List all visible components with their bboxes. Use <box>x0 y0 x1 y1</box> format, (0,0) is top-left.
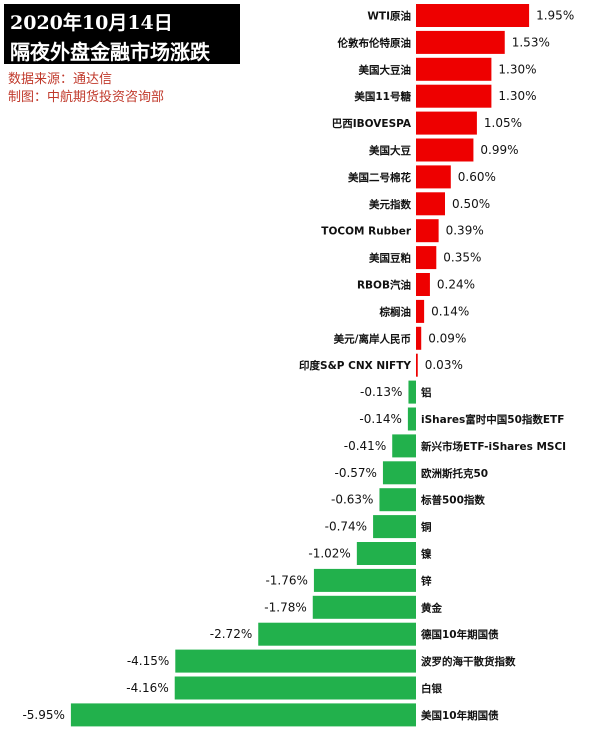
value-label-17: -0.57% <box>334 466 376 480</box>
category-label-21: 锌 <box>421 574 432 587</box>
value-label-7: 0.50% <box>452 197 490 211</box>
chart-maker: 制图：中航期货投资咨询部 <box>8 90 165 105</box>
category-label-7: 美元指数 <box>369 198 411 211</box>
category-label-4: 巴西IBOVESPA <box>332 118 412 130</box>
category-label-8: TOCOM Rubber <box>321 226 412 238</box>
bar-5 <box>416 138 474 162</box>
value-label-13: 0.03% <box>425 358 463 372</box>
bar-24 <box>175 649 416 673</box>
bar-23 <box>258 622 416 646</box>
category-label-25: 白银 <box>421 682 442 695</box>
category-label-2: 美国大豆油 <box>359 63 412 76</box>
value-label-0: 1.95% <box>536 9 574 23</box>
category-label-20: 镍 <box>421 548 432 561</box>
bar-6 <box>416 165 451 189</box>
category-label-18: 标普500指数 <box>420 494 485 507</box>
bar-22 <box>312 595 416 619</box>
bar-26 <box>70 703 417 727</box>
chart-date: 2020年10月14日 <box>10 12 173 34</box>
category-label-11: 棕榈油 <box>379 305 412 318</box>
category-label-12: 美元/离岸人民币 <box>334 332 411 345</box>
category-label-6: 美国二号棉花 <box>348 171 411 184</box>
category-label-17: 欧洲斯托克50 <box>421 467 488 480</box>
value-label-20: -1.02% <box>308 547 350 561</box>
bar-17 <box>382 461 416 485</box>
value-label-25: -4.16% <box>126 681 168 695</box>
bar-11 <box>416 299 425 323</box>
title-box: 2020年10月14日 隔夜外盘金融市场涨跌 <box>4 4 240 64</box>
category-label-5: 美国大豆 <box>369 144 411 157</box>
value-label-3: 1.30% <box>498 89 536 103</box>
bar-1 <box>416 30 505 54</box>
value-label-12: 0.09% <box>428 331 466 345</box>
value-label-24: -4.15% <box>127 654 169 668</box>
value-label-1: 1.53% <box>512 35 550 49</box>
bar-15 <box>407 407 416 431</box>
value-label-2: 1.30% <box>498 62 536 76</box>
value-label-6: 0.60% <box>458 170 496 184</box>
value-label-11: 0.14% <box>431 304 469 318</box>
bar-20 <box>356 542 416 565</box>
category-label-24: 波罗的海干散货指数 <box>421 655 516 668</box>
chart-title: 隔夜外盘金融市场涨跌 <box>10 40 210 64</box>
bar-12 <box>416 326 422 350</box>
bar-25 <box>174 676 416 700</box>
bar-21 <box>313 568 416 592</box>
category-label-16: 新兴市场ETF-iShares MSCI <box>421 440 566 453</box>
data-source: 数据来源：通达信 <box>8 72 113 87</box>
category-label-9: 美国豆粕 <box>369 252 411 265</box>
category-label-0: WTI原油 <box>367 10 411 23</box>
value-label-10: 0.24% <box>437 278 475 292</box>
value-label-23: -2.72% <box>210 627 252 641</box>
value-label-26: -5.95% <box>22 708 64 722</box>
value-label-14: -0.13% <box>360 385 402 399</box>
bar-7 <box>416 192 445 216</box>
bar-0 <box>416 4 530 27</box>
category-label-22: 黄金 <box>421 601 442 614</box>
bar-16 <box>392 434 416 458</box>
bar-2 <box>416 57 492 81</box>
category-label-19: 铜 <box>421 521 432 534</box>
value-label-22: -1.78% <box>264 600 306 614</box>
category-label-23: 德国10年期国债 <box>420 628 499 641</box>
bar-9 <box>416 246 437 270</box>
category-label-14: 铝 <box>421 386 432 399</box>
category-label-15: iShares富时中国50指数ETF <box>421 413 564 426</box>
bar-14 <box>408 380 416 404</box>
value-label-4: 1.05% <box>484 116 522 130</box>
category-label-1: 伦敦布伦特原油 <box>337 36 412 49</box>
value-label-21: -1.76% <box>265 573 307 587</box>
value-label-5: 0.99% <box>480 143 518 157</box>
value-label-19: -0.74% <box>325 520 367 534</box>
value-label-9: 0.35% <box>443 251 481 265</box>
bar-4 <box>416 111 477 135</box>
bar-8 <box>416 219 439 243</box>
value-label-16: -0.41% <box>344 439 386 453</box>
bar-10 <box>416 273 430 296</box>
category-label-13: 印度S&P CNX NIFTY <box>299 359 411 372</box>
bar-13 <box>416 353 418 377</box>
category-label-10: RBOB汽油 <box>357 279 411 292</box>
category-label-3: 美国11号糖 <box>354 90 411 103</box>
bar-18 <box>379 488 416 512</box>
value-label-18: -0.63% <box>331 493 373 507</box>
value-label-15: -0.14% <box>359 412 401 426</box>
bar-3 <box>416 84 492 108</box>
bar-19 <box>373 515 416 539</box>
category-label-26: 美国10年期国债 <box>421 709 499 722</box>
value-label-8: 0.39% <box>446 224 484 238</box>
